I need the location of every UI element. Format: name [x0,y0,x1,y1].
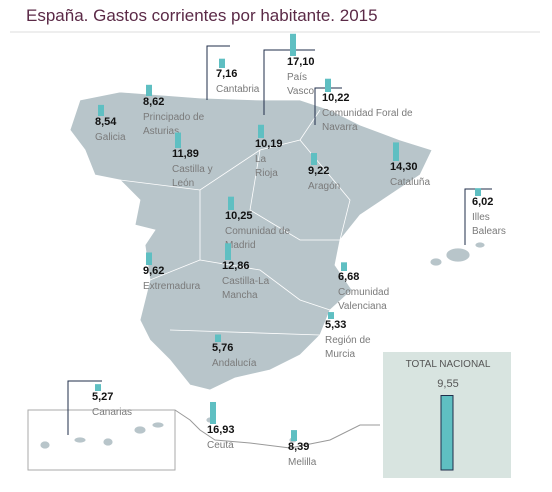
title: España. Gastos corrientes por habitante.… [26,6,378,25]
region-name: Melilla [288,457,317,468]
value-bar [175,132,181,148]
regions: 8,54 Galicia 8,62 Principado de Asturias 7,16… [92,33,506,471]
value-bar [341,262,347,271]
region-name: País [287,72,307,83]
value-bar [98,104,104,116]
value-label: 10,22 [322,92,350,104]
region-name: León [172,178,194,189]
value-bar [325,78,331,92]
region-name: Principado de [143,112,205,123]
canarias-box [27,409,176,471]
value-bar [393,142,399,161]
region-name: Comunidad Foral de [322,108,413,119]
region-name: Valenciana [338,301,387,312]
region-name: Mancha [222,290,258,301]
value-bar [290,33,296,56]
region-name: Balears [472,226,506,237]
value-label: 9,62 [143,265,164,277]
region-name: Vasco [287,86,314,97]
value-bar [219,58,225,68]
region-name: Aragón [308,181,340,192]
value-label: 16,93 [207,424,235,436]
region-name: Rioja [255,168,278,179]
value-bar [146,84,152,96]
value-bar [210,401,216,424]
leader-lines [67,45,492,435]
region-name: Castilla y [172,164,213,175]
value-label: 8,54 [95,116,117,128]
region-name: Cantabria [216,84,260,95]
value-bar [225,243,231,260]
africa-coast [174,409,380,449]
region-name: Galicia [95,132,126,143]
value-bar [475,188,481,196]
region-name: Murcia [325,349,355,360]
value-label: 17,10 [287,56,315,68]
region-name: Illes [472,212,490,223]
region-name: Canarias [92,407,132,418]
region-name: Navarra [322,122,358,133]
value-label: 5,33 [325,319,346,331]
region-name: Andalucía [212,358,257,369]
value-label: 7,16 [216,68,237,80]
region-name: Extremadura [143,281,201,292]
value-label: 5,76 [212,342,233,354]
value-label: 12,86 [222,260,250,272]
value-bar [291,430,297,441]
region-name: Madrid [225,240,256,251]
value-label: 14,30 [390,161,418,173]
value-label: 8,39 [288,441,309,453]
value-label: 6,02 [472,196,493,208]
region-name: Ceuta [207,440,234,451]
region-name: Asturias [143,126,179,137]
region-name: Comunidad de [225,226,290,237]
value-bar [328,312,334,319]
value-label: 8,62 [143,96,164,108]
total-bar [440,395,454,471]
value-label: 5,27 [92,391,113,403]
value-label: 10,19 [255,138,283,150]
value-bar [228,196,234,210]
value-label: 11,89 [172,148,199,160]
region-name: Comunidad [338,287,389,298]
total-label: TOTAL NACIONAL [406,359,491,370]
value-label: 9,22 [308,165,329,177]
value-bar [258,124,264,138]
map-shapes [39,91,486,450]
total-value-label: 9,55 [437,378,458,390]
region-name: La [255,154,267,165]
value-bar [95,384,101,391]
value-bar [146,252,152,265]
region-name: Castilla-La [222,276,270,287]
value-bar [215,334,221,342]
value-label: 6,68 [338,271,359,283]
value-label: 10,25 [225,210,253,222]
region-name: Cataluña [390,177,430,188]
value-bar [311,153,317,165]
region-name: Región de [325,335,371,346]
